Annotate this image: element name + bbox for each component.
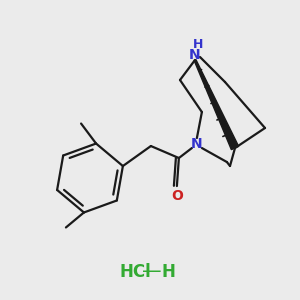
- Text: N: N: [191, 137, 203, 151]
- Text: HCl: HCl: [119, 263, 151, 281]
- Polygon shape: [194, 60, 238, 150]
- Text: —: —: [142, 262, 162, 281]
- Text: O: O: [171, 189, 183, 203]
- Text: H: H: [161, 263, 175, 281]
- Text: H: H: [193, 38, 203, 50]
- Text: N: N: [189, 48, 201, 62]
